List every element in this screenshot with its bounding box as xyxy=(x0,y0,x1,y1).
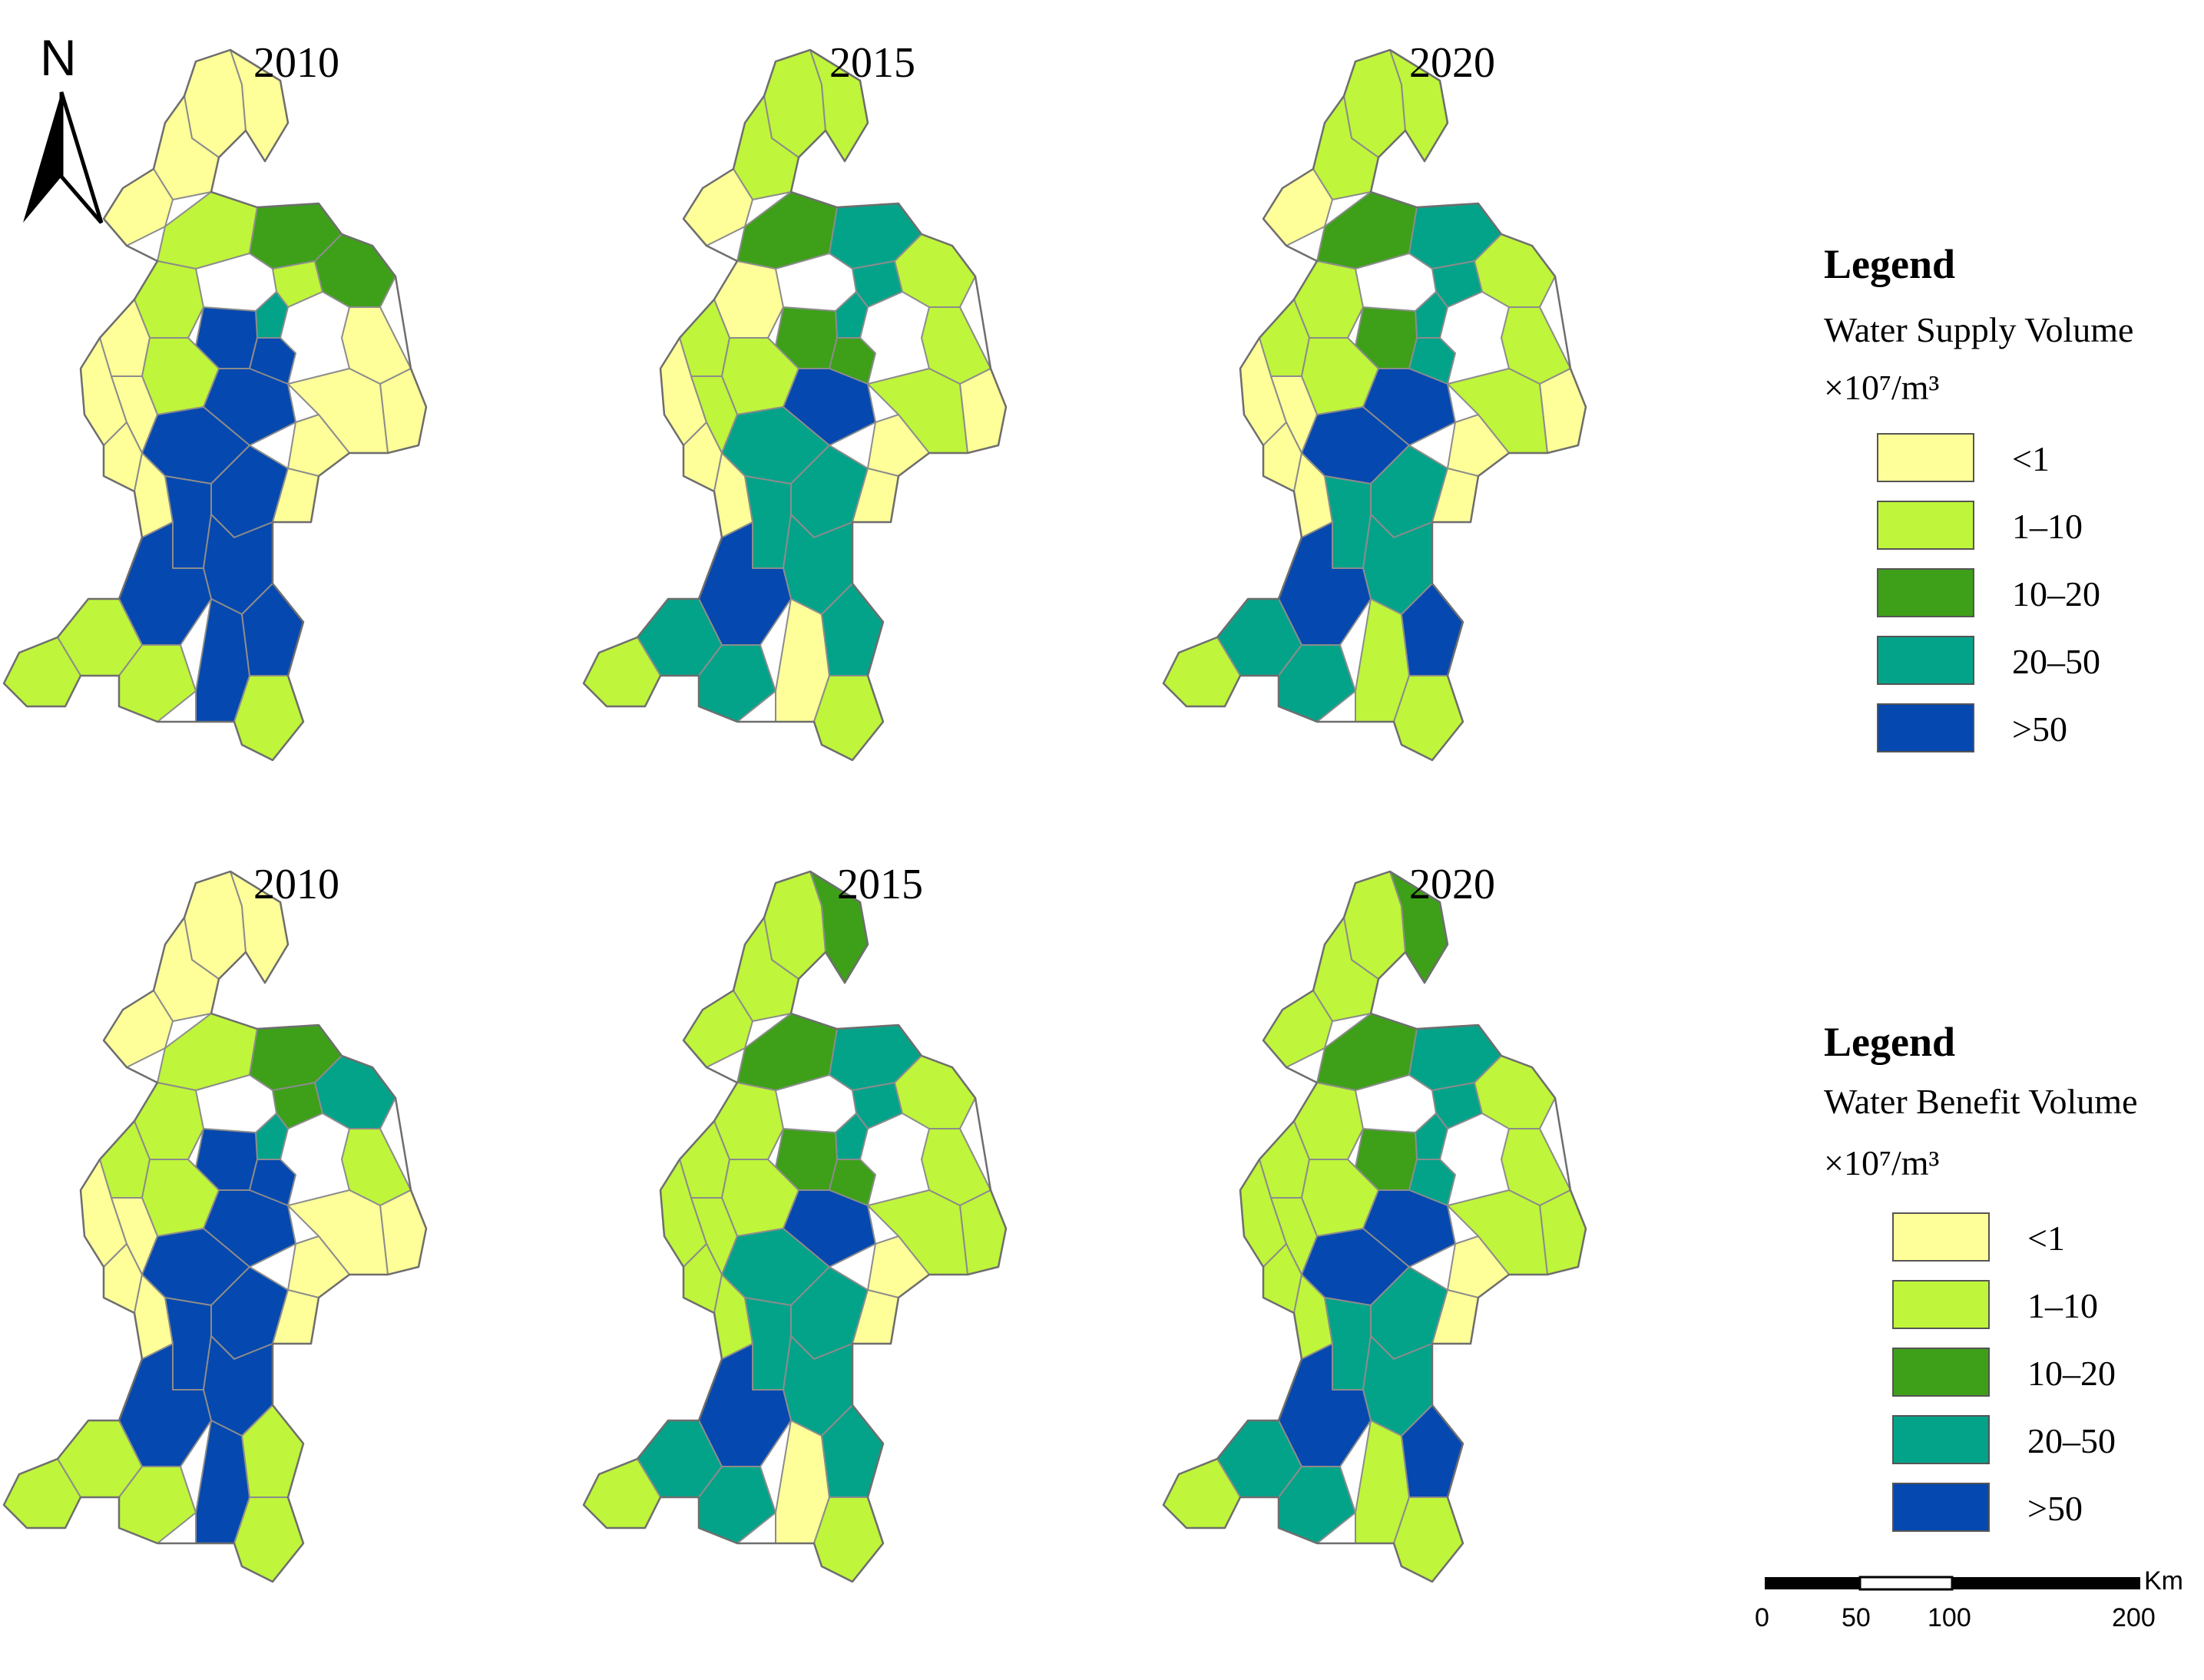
legend-class-label: 10–20 xyxy=(2027,1354,2116,1393)
district-region xyxy=(272,1082,323,1129)
scale-tick: 0 xyxy=(1755,1603,1769,1632)
year-label: 2020 xyxy=(1409,39,1495,87)
basin-outline xyxy=(582,48,1008,762)
legend-subtitle: Water Supply Volume xyxy=(1824,310,2133,349)
scale-unit: Km xyxy=(2144,1566,2183,1596)
map-panel-benefit-2020 xyxy=(1162,870,1587,1583)
district-region xyxy=(272,260,323,308)
year-label: 2015 xyxy=(837,861,923,908)
legend-class-label: 1–10 xyxy=(2012,507,2083,546)
legend-subtitle: Water Benefit Volume xyxy=(1824,1082,2138,1121)
scale-tick: 200 xyxy=(2112,1603,2156,1632)
legend-swatch xyxy=(1877,568,1974,617)
legend-swatch xyxy=(1877,433,1974,482)
legend-benefit: Legend Water Benefit Volume ×10⁷/m³ <1 1–… xyxy=(1824,1019,2138,1532)
legend-class-label: >50 xyxy=(2027,1489,2083,1528)
map-panel-supply-2015 xyxy=(582,48,1008,762)
legend-class-label: 20–50 xyxy=(2012,642,2100,681)
map-panel-benefit-2015 xyxy=(582,870,1008,1583)
legend-class-label: <1 xyxy=(2012,439,2050,478)
legend-swatch xyxy=(1892,1483,1990,1532)
year-label: 2015 xyxy=(829,39,915,87)
scale-tick: 100 xyxy=(1928,1603,1971,1632)
basin-outline xyxy=(1162,870,1587,1583)
north-label: N xyxy=(40,29,77,86)
legend-swatch xyxy=(1877,703,1974,752)
basin-outline xyxy=(1162,48,1587,762)
year-label: 2010 xyxy=(253,39,339,87)
legend-class-label: <1 xyxy=(2027,1219,2065,1258)
basin-outline xyxy=(582,870,1008,1583)
legend-swatch xyxy=(1892,1212,1990,1262)
map-panel-supply-2010 xyxy=(2,48,428,762)
legend-unit: ×10⁷/m³ xyxy=(1824,1143,1939,1182)
legend-supply: Legend Water Supply Volume ×10⁷/m³ <1 1–1… xyxy=(1824,241,2133,752)
legend-class-label: 20–50 xyxy=(2027,1421,2116,1460)
district-region xyxy=(1431,1082,1483,1129)
scale-tick: 50 xyxy=(1842,1603,1871,1632)
map-panel-supply-2020 xyxy=(1162,48,1587,762)
legend-swatch xyxy=(1892,1348,1990,1397)
legend-class-label: 10–20 xyxy=(2012,574,2100,613)
legend-title: Legend xyxy=(1824,241,1955,287)
legend-class-label: >50 xyxy=(2012,709,2067,749)
district-region xyxy=(852,1082,903,1129)
district-region xyxy=(1431,260,1483,308)
legend-swatch xyxy=(1877,636,1974,685)
legend-swatch xyxy=(1892,1280,1990,1329)
legend-title: Legend xyxy=(1824,1019,1955,1065)
district-region xyxy=(852,260,903,308)
map-panel-benefit-2010 xyxy=(2,870,428,1583)
basin-outline xyxy=(2,870,428,1583)
legend-swatch xyxy=(1877,501,1974,550)
year-label: 2020 xyxy=(1409,861,1495,908)
legend-unit: ×10⁷/m³ xyxy=(1824,368,1939,407)
legend-class-label: 1–10 xyxy=(2027,1286,2098,1325)
basin-outline xyxy=(2,48,428,762)
north-arrow-icon: N xyxy=(23,29,104,224)
scale-bar: Km 0 50 100 200 xyxy=(1755,1566,2183,1632)
legend-swatch xyxy=(1892,1415,1990,1464)
year-label: 2010 xyxy=(253,861,339,908)
